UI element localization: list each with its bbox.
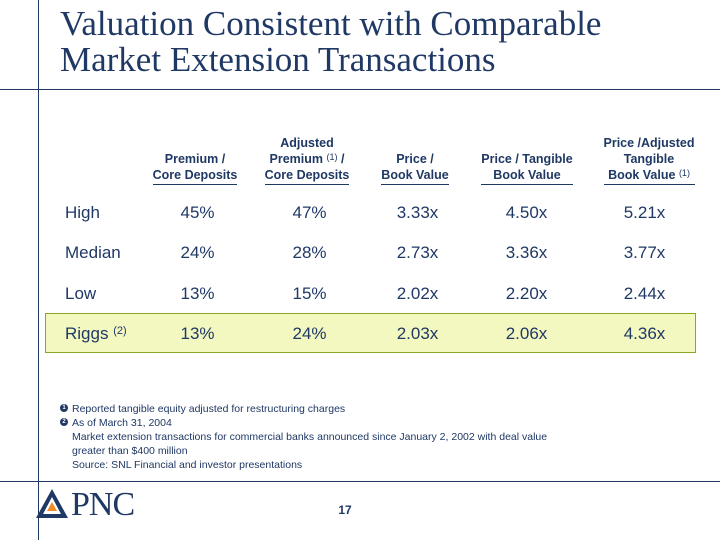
footnote-marker-1: 1 (60, 404, 68, 412)
pnc-triangle-icon (36, 489, 68, 518)
footnote-source: Source: SNL Financial and investor prese… (72, 459, 303, 471)
riggs-highlight-box (45, 313, 696, 353)
cell-price-adjusted-tangible-book: 4.36x (623, 324, 666, 343)
table-row-median: Median 24% 28% 2.73x 3.36x 3.77x (0, 241, 720, 265)
footnote-ref: (2) (113, 325, 127, 337)
cell-price-tangible-book: 4.50x (505, 203, 548, 222)
cell-adjusted-premium: 15% (292, 284, 327, 303)
footer-divider (0, 481, 720, 482)
pnc-wordmark: PNC (71, 486, 135, 523)
cell-price-tangible-book: 2.06x (505, 324, 548, 343)
cell-price-book: 2.73x (396, 243, 439, 262)
cell-adjusted-premium: 28% (292, 243, 327, 262)
row-label: Riggs (2) (65, 322, 127, 346)
header-line: Price /Adjusted (603, 136, 695, 150)
header-line: Book Value (381, 168, 449, 182)
table-row-high: High 45% 47% 3.33x 4.50x 5.21x (0, 201, 720, 225)
cell-price-book: 3.33x (396, 203, 439, 222)
slide-title-line2: Market Extension Transactions (60, 40, 496, 79)
footnote-text: As of March 31, 2004 (72, 417, 172, 429)
cell-price-adjusted-tangible-book: 2.44x (623, 284, 666, 303)
slide-title-line1: Valuation Consistent with Comparable (60, 4, 602, 43)
cell-adjusted-premium: 47% (292, 203, 327, 222)
row-label-text: Riggs (65, 324, 109, 343)
cell-price-book: 2.03x (396, 324, 439, 343)
cell-price-adjusted-tangible-book: 5.21x (623, 203, 666, 222)
table-row-riggs: Riggs (2) 13% 24% 2.03x 2.06x 4.36x (0, 322, 720, 346)
header-line: Adjusted (280, 136, 334, 150)
footnote-1: 1 Reported tangible equity adjusted for … (60, 402, 547, 416)
column-header-premium-core-deposits: Premium / Core Deposits (140, 137, 250, 185)
left-vertical-rule (38, 0, 39, 540)
header-line-suffix: / (337, 152, 345, 166)
pnc-logo: PNC (35, 486, 165, 524)
row-label: Median (65, 243, 121, 262)
header-line: Price / Tangible (481, 152, 573, 166)
footnote-ref: (1) (678, 168, 690, 178)
row-label: Low (65, 284, 97, 303)
cell-price-adjusted-tangible-book: 3.77x (623, 243, 666, 262)
header-line: Premium (269, 152, 324, 166)
footnote-line: greater than $400 million (72, 445, 188, 457)
header-line: Book Value (493, 168, 561, 182)
header-line: Premium / (164, 152, 226, 166)
slide-title: Valuation Consistent with Comparable Mar… (60, 6, 710, 78)
cell-premium-core-deposits: 13% (180, 284, 215, 303)
table-row-low: Low 13% 15% 2.02x 2.20x 2.44x (0, 282, 720, 306)
column-header-price-adjusted-tangible-book-value: Price /Adjusted Tangible Book Value (1) (590, 136, 708, 185)
footnotes: 1 Reported tangible equity adjusted for … (60, 402, 547, 472)
header-line: Tangible (623, 152, 675, 166)
footnote-line: Market extension transactions for commer… (72, 431, 548, 443)
cell-price-tangible-book: 2.20x (505, 284, 548, 303)
cell-price-book: 2.02x (396, 284, 439, 303)
cell-price-tangible-book: 3.36x (505, 243, 548, 262)
cell-premium-core-deposits: 24% (180, 243, 215, 262)
header-line: Book Value (608, 168, 676, 182)
header-line: Price / (396, 152, 434, 166)
row-label: High (65, 203, 100, 222)
header-line: Core Deposits (264, 168, 350, 182)
title-divider (0, 89, 720, 90)
column-header-price-book-value: Price / Book Value (365, 137, 465, 185)
cell-premium-core-deposits: 45% (180, 203, 215, 222)
footnote-marker-2: 2 (60, 418, 68, 426)
cell-adjusted-premium: 24% (292, 324, 327, 343)
footnote-text: Reported tangible equity adjusted for re… (72, 403, 346, 415)
column-header-price-tangible-book-value: Price / Tangible Book Value (468, 137, 586, 185)
footnote-ref: (1) (326, 152, 338, 162)
footnote-2: 2 As of March 31, 2004 (60, 416, 547, 430)
column-header-adjusted-premium-core-deposits: Adjusted Premium (1) / Core Deposits (252, 136, 362, 185)
cell-premium-core-deposits: 13% (180, 324, 215, 343)
header-line: Core Deposits (152, 168, 238, 182)
page-number: 17 (338, 503, 352, 517)
